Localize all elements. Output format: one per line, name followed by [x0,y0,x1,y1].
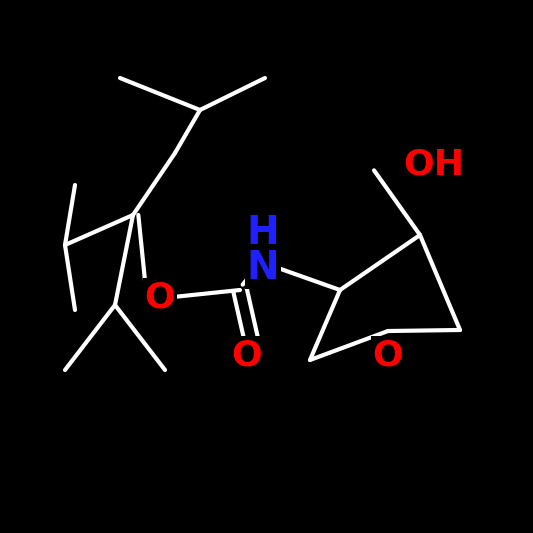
Text: OH: OH [403,148,464,182]
Text: N: N [247,249,279,287]
Text: O: O [144,280,175,314]
Text: H: H [247,214,279,252]
Text: O: O [373,338,403,372]
Text: O: O [232,338,262,372]
